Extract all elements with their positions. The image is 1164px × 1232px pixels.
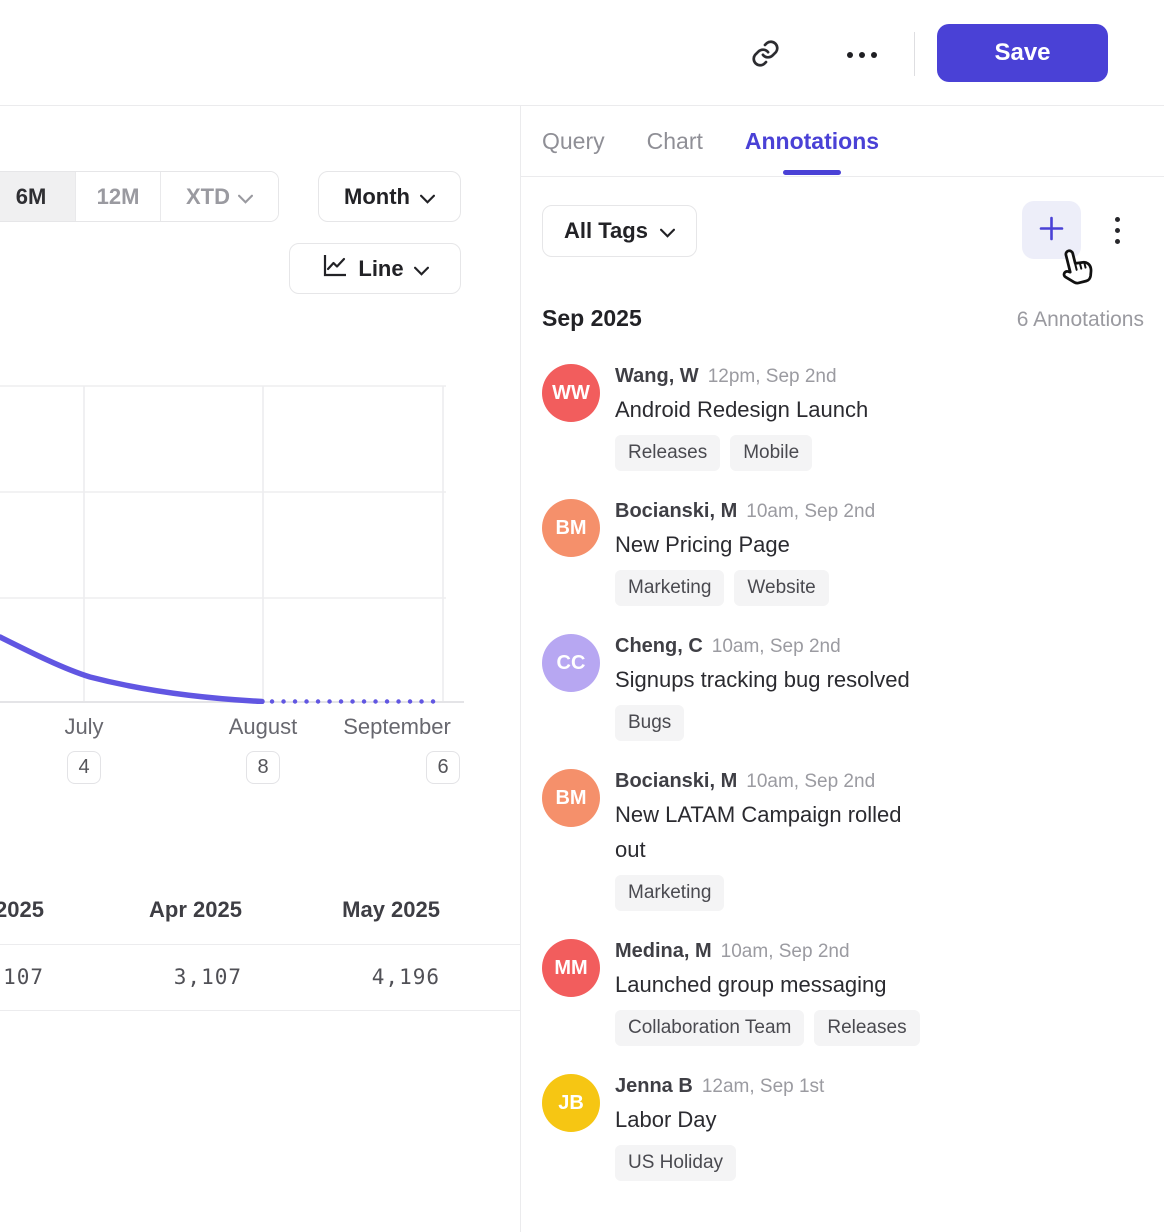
plus-icon — [1038, 215, 1065, 245]
avatar: BM — [542, 499, 600, 557]
range-6m-button[interactable]: 6M — [0, 172, 76, 221]
annotation-title: Labor Day — [615, 1107, 717, 1132]
tag-chip[interactable]: Releases — [615, 435, 721, 471]
annotation-author: Medina, M — [615, 940, 712, 962]
panel-tabs: Query Chart Annotations — [521, 106, 1164, 177]
chart-type-dropdown[interactable]: Line — [289, 243, 461, 294]
annotation-time: 10am, Sep 2nd — [746, 501, 876, 522]
table-divider — [0, 944, 520, 945]
annotation-time: 10am, Sep 2nd — [720, 941, 850, 962]
chevron-down-icon — [419, 184, 435, 210]
annotation-item[interactable]: WW Wang, W 12pm, Sep 2nd Android Redesig… — [542, 364, 1150, 471]
annotations-count: 6 Annotations — [1016, 308, 1144, 331]
x-tick-label: August — [228, 714, 298, 739]
link-icon — [750, 38, 781, 72]
annotation-title: Android Redesign Launch — [615, 397, 869, 422]
table-header-cell: 2025 — [0, 897, 44, 922]
annotation-count-badge[interactable]: 6 — [426, 751, 460, 784]
annotation-author: Jenna B — [615, 1075, 693, 1097]
tag-chip[interactable]: Marketing — [615, 570, 725, 606]
month-group-header: Sep 2025 — [542, 305, 642, 331]
tab-annotations[interactable]: Annotations — [745, 106, 879, 176]
annotations-section-header: Sep 2025 6 Annotations — [542, 305, 1144, 332]
add-annotation-button[interactable] — [1022, 201, 1081, 259]
annotation-count-badge[interactable]: 8 — [246, 751, 280, 784]
avatar: MM — [542, 939, 600, 997]
annotation-title: New LATAM Campaign rolled out — [615, 802, 902, 862]
date-range-segmented-control: 6M 12M XTD — [0, 171, 279, 222]
chevron-down-icon — [659, 218, 675, 244]
tag-chip[interactable]: Marketing — [615, 875, 725, 911]
x-tick-label: July — [64, 714, 104, 739]
range-12m-button[interactable]: 12M — [76, 172, 161, 221]
table-value-cell: 4,196 — [371, 965, 440, 989]
chart-section: 6M 12M XTD Month Line — [0, 106, 520, 1232]
annotation-title: Signups tracking bug resolved — [615, 667, 910, 692]
annotation-author: Bocianski, M — [615, 770, 738, 792]
avatar: WW — [542, 364, 600, 422]
top-header: Save — [0, 0, 1164, 106]
tag-chip[interactable]: Mobile — [730, 435, 813, 471]
annotation-count-badge[interactable]: 4 — [67, 751, 101, 784]
more-actions-button[interactable] — [840, 40, 884, 70]
panel-menu-button[interactable] — [1099, 206, 1135, 254]
range-xtd-dropdown[interactable]: XTD — [161, 172, 278, 221]
annotation-author: Bocianski, M — [615, 500, 738, 522]
chevron-down-icon — [238, 184, 253, 210]
table-divider — [0, 1010, 520, 1011]
table-value-cell: 107 — [3, 965, 44, 989]
annotation-time: 12pm, Sep 2nd — [707, 366, 837, 387]
granularity-dropdown[interactable]: Month — [318, 171, 461, 222]
tag-filter-dropdown[interactable]: All Tags — [542, 205, 697, 257]
line-chart-icon — [321, 253, 348, 284]
tag-chip[interactable]: Releases — [814, 1010, 920, 1046]
annotation-time: 10am, Sep 2nd — [746, 771, 876, 792]
table-value-cell: 3,107 — [173, 965, 242, 989]
annotation-title: Launched group messaging — [615, 972, 887, 997]
kebab-icon — [1114, 216, 1120, 244]
annotations-panel: Query Chart Annotations All Tags — [520, 106, 1164, 1232]
table-header-cell: Apr 2025 — [149, 897, 242, 922]
annotation-author: Wang, W — [615, 365, 699, 387]
chevron-down-icon — [413, 256, 429, 282]
avatar: BM — [542, 769, 600, 827]
annotation-author: Cheng, C — [615, 635, 703, 657]
tab-query[interactable]: Query — [542, 106, 605, 176]
avatar: JB — [542, 1074, 600, 1132]
avatar: CC — [542, 634, 600, 692]
more-horizontal-icon — [847, 52, 877, 58]
tab-chart[interactable]: Chart — [647, 106, 703, 176]
line-chart-plot — [0, 385, 464, 704]
annotation-time: 10am, Sep 2nd — [711, 636, 841, 657]
tag-chip[interactable]: Bugs — [615, 705, 685, 741]
tag-chip[interactable]: US Holiday — [615, 1145, 737, 1181]
annotations-list: WW Wang, W 12pm, Sep 2nd Android Redesig… — [542, 364, 1150, 1181]
annotation-item[interactable]: BM Bocianski, M 10am, Sep 2nd New LATAM … — [542, 769, 1150, 911]
x-tick-label: September — [343, 714, 451, 739]
annotation-title: New Pricing Page — [615, 532, 790, 557]
tag-chip[interactable]: Website — [734, 570, 829, 606]
annotation-item[interactable]: MM Medina, M 10am, Sep 2nd Launched grou… — [542, 939, 1150, 1046]
annotation-time: 12am, Sep 1st — [701, 1076, 825, 1097]
save-button[interactable]: Save — [937, 24, 1108, 82]
toolbar-divider — [914, 32, 915, 76]
annotation-item[interactable]: JB Jenna B 12am, Sep 1st Labor Day US Ho… — [542, 1074, 1150, 1181]
table-header-cell: May 2025 — [342, 897, 440, 922]
copy-link-button[interactable] — [746, 36, 784, 74]
annotation-item[interactable]: CC Cheng, C 10am, Sep 2nd Signups tracki… — [542, 634, 1150, 741]
tag-chip[interactable]: Collaboration Team — [615, 1010, 805, 1046]
annotation-item[interactable]: BM Bocianski, M 10am, Sep 2nd New Pricin… — [542, 499, 1150, 606]
